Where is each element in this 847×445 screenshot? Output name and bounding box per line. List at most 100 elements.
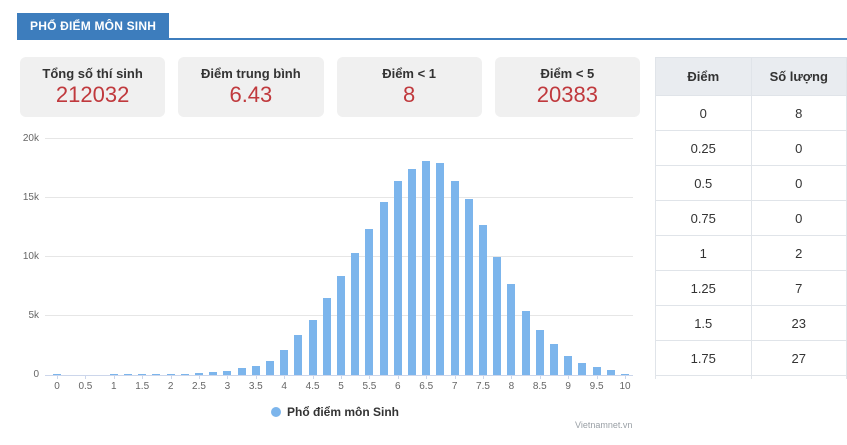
stat-card-total-candidates: Tổng số thí sinh 212032: [20, 57, 166, 117]
bar-score-3.5[interactable]: [251, 365, 260, 375]
x-axis-tick-label: 1: [111, 381, 117, 392]
x-axis-tick: [312, 375, 314, 379]
bar-score-10[interactable]: [621, 374, 629, 375]
x-axis-tick-label: 2.5: [192, 381, 206, 392]
bar-score-4.5[interactable]: [308, 319, 317, 375]
bar-score-9.25[interactable]: [578, 362, 587, 375]
bar-score-6.25[interactable]: [408, 168, 416, 375]
table-cell: 1.75: [655, 340, 752, 376]
bar-score-7[interactable]: [450, 181, 459, 375]
x-axis-tick-label: 5.5: [362, 381, 377, 392]
watermark: Vietnamnet.vn: [575, 420, 633, 430]
gridline: [45, 138, 633, 139]
x-axis-tick-label: 8.5: [532, 381, 547, 392]
score-distribution-chart: 0 5k 10k 15k 20k 0 0.5 1 1.5 2 2.5 3 3.5 4 4.5 5 5.5 6 6.5…: [20, 125, 650, 395]
table-cell: 2: [750, 235, 847, 271]
table-row: 0.5 0: [655, 165, 847, 201]
chart-legend-item[interactable]: Phổ điểm môn Sinh: [20, 403, 650, 421]
bar-score-2.25[interactable]: [180, 373, 189, 375]
bar-score-6[interactable]: [393, 181, 402, 375]
stat-label: Điểm < 5: [540, 66, 595, 81]
x-axis-tick-label: 10: [619, 381, 631, 392]
bar-score-3[interactable]: [223, 370, 232, 375]
bar-score-7.75[interactable]: [493, 257, 502, 375]
bar-score-8.75[interactable]: [550, 343, 558, 375]
x-axis-tick: [483, 375, 484, 379]
bar-score-0[interactable]: [53, 374, 61, 375]
bar-score-7.5[interactable]: [479, 224, 487, 375]
bar-score-9.75[interactable]: [606, 370, 615, 375]
bar-score-5.25[interactable]: [351, 253, 360, 375]
y-axis-tick-label: 0: [33, 369, 39, 380]
table-row: 0.25 0: [655, 130, 847, 166]
x-axis-tick: [255, 375, 257, 379]
x-axis-tick-label: 5: [338, 381, 344, 392]
x-axis-tick: [284, 375, 286, 379]
bar-score-2[interactable]: [166, 374, 175, 375]
x-axis-tick-label: 0.5: [78, 381, 93, 392]
bar-score-6.5[interactable]: [422, 161, 431, 375]
table-cell: 0: [655, 95, 752, 131]
x-axis-tick: [113, 375, 115, 379]
table-cell: 7: [750, 270, 847, 306]
x-axis-tick: [568, 375, 570, 379]
table-cell: [655, 375, 752, 379]
table-header-row: Điểm Số lượng: [655, 57, 847, 96]
stat-value: 6.43: [229, 82, 273, 107]
table-cell: 8: [750, 95, 847, 131]
bar-score-1[interactable]: [109, 374, 118, 375]
bar-score-7.25[interactable]: [464, 199, 473, 375]
bar-score-8.25[interactable]: [521, 311, 530, 375]
x-axis-tick: [596, 375, 598, 379]
bar-score-1.25[interactable]: [124, 374, 132, 375]
table-cell: 23: [750, 305, 847, 341]
y-axis-tick-label: 10k: [22, 251, 39, 262]
x-axis-tick: [57, 375, 58, 379]
bar-score-5[interactable]: [337, 276, 345, 375]
x-axis-tick-label: 3.5: [248, 381, 263, 392]
x-axis-tick: [199, 375, 200, 379]
bar-score-4.25[interactable]: [294, 335, 303, 375]
bar-score-5.75[interactable]: [379, 201, 388, 375]
x-axis-tick: [397, 375, 399, 379]
bar-score-3.25[interactable]: [237, 368, 246, 375]
bar-score-5.5[interactable]: [365, 228, 374, 375]
bar-score-9[interactable]: [564, 355, 573, 375]
x-axis-tick-label: 2: [167, 381, 174, 392]
x-axis-tick: [369, 375, 371, 379]
x-axis-tick-label: 8: [508, 381, 515, 392]
tab-subject-biology[interactable]: PHỔ ĐIỂM MÔN SINH: [17, 13, 170, 38]
bar-score-8[interactable]: [507, 284, 516, 375]
bar-score-6.75[interactable]: [436, 162, 445, 375]
stat-value: 8: [403, 82, 416, 107]
stat-label: Điểm < 1: [382, 66, 437, 81]
x-axis-tick-label: 4: [281, 381, 287, 392]
stat-label: Tổng số thí sinh: [42, 66, 143, 81]
bar-score-4.75[interactable]: [322, 298, 331, 375]
x-axis-tick-label: 0: [54, 381, 60, 392]
table-cell: 0.75: [655, 200, 752, 236]
bar-score-9.5[interactable]: [592, 367, 601, 375]
bar-score-3.75[interactable]: [266, 360, 274, 375]
bar-score-1.75[interactable]: [152, 374, 161, 375]
bar-score-8.5[interactable]: [535, 330, 544, 375]
plot-area: 0 5k 10k 15k 20k 0 0.5 1 1.5 2 2.5 3 3.5 4 4.5 5 5.5 6 6.5…: [23, 133, 633, 392]
gridline: [45, 197, 633, 198]
table-row: 1.25 7: [655, 270, 847, 306]
bar-score-1.5[interactable]: [138, 374, 147, 375]
y-axis-tick-label: 5k: [28, 310, 39, 321]
x-axis-tick: [170, 375, 172, 379]
legend-marker-icon: [270, 407, 281, 417]
bar-score-2.75[interactable]: [209, 372, 218, 375]
x-axis-tick: [511, 375, 513, 379]
x-axis-tick-label: 9.5: [589, 381, 604, 392]
bar-score-2.5[interactable]: [195, 373, 203, 375]
table-row: [655, 375, 847, 379]
x-axis-tick-label: 4.5: [305, 381, 320, 392]
stat-value: 20383: [536, 82, 598, 107]
bar-score-4[interactable]: [280, 350, 289, 375]
table-cell: 0: [750, 130, 847, 166]
x-axis-tick: [454, 375, 456, 379]
